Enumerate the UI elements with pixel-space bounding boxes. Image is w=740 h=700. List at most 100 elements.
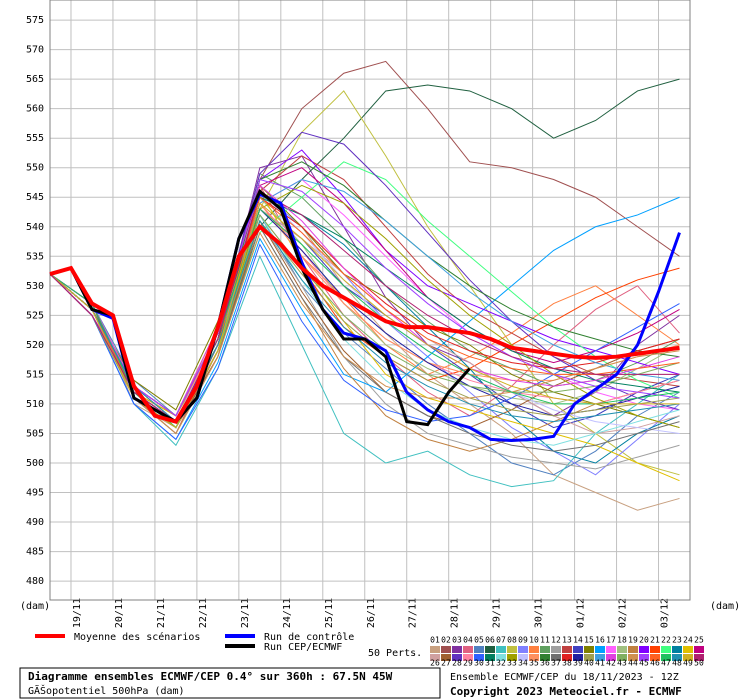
member-label: 12 (551, 636, 561, 645)
y-tick-label: 515 (26, 369, 44, 380)
member-swatch (430, 654, 440, 661)
member-label: 35 (529, 659, 539, 668)
member-label: 27 (441, 659, 451, 668)
perturbation-line (49, 219, 680, 423)
member-label: 46 (650, 659, 660, 668)
legend-label: Moyenne des scénarios (74, 631, 200, 643)
member-label: 06 (485, 636, 495, 645)
y-unit-left: (dam) (20, 601, 50, 612)
member-swatch (573, 646, 583, 653)
x-tick-label: 28/11 (450, 598, 461, 628)
copyright: Copyright 2023 Meteociel.fr - ECMWF (450, 685, 682, 698)
x-tick-label: 19/11 (72, 598, 83, 628)
member-swatch (529, 654, 539, 661)
member-label: 05 (474, 636, 484, 645)
member-swatch (485, 646, 495, 653)
y-tick-label: 565 (26, 74, 44, 85)
member-label: 41 (595, 659, 605, 668)
member-label: 16 (595, 636, 605, 645)
member-swatch (518, 654, 528, 661)
member-swatch (606, 646, 616, 653)
x-tick-label: 24/11 (282, 598, 293, 628)
member-label: 37 (551, 659, 561, 668)
member-label: 14 (573, 636, 583, 645)
y-tick-label: 480 (26, 576, 44, 587)
member-label: 33 (507, 659, 517, 668)
member-label: 19 (628, 636, 638, 645)
member-label: 04 (463, 636, 473, 645)
member-label: 34 (518, 659, 528, 668)
member-swatch (628, 646, 638, 653)
member-label: 23 (672, 636, 682, 645)
member-swatch (518, 646, 528, 653)
member-label: 18 (617, 636, 627, 645)
y-tick-label: 545 (26, 192, 44, 203)
run-info: Ensemble ECMWF/CEP du 18/11/2023 - 12Z (450, 672, 679, 683)
member-label: 45 (639, 659, 649, 668)
member-label: 32 (496, 659, 506, 668)
member-label: 10 (529, 636, 539, 645)
y-tick-label: 555 (26, 133, 44, 144)
x-tick-label: 25/11 (324, 598, 335, 628)
y-tick-label: 495 (26, 488, 44, 499)
member-swatch (551, 646, 561, 653)
y-tick-label: 535 (26, 251, 44, 262)
member-label: 31 (485, 659, 495, 668)
member-swatch (606, 654, 616, 661)
x-tick-label: 26/11 (366, 598, 377, 628)
y-tick-label: 500 (26, 458, 44, 469)
member-label: 09 (518, 636, 528, 645)
member-swatch (507, 646, 517, 653)
legend-label: Run CEP/ECMWF (264, 642, 342, 653)
member-label: 25 (694, 636, 704, 645)
member-swatch (672, 654, 682, 661)
member-label: 44 (628, 659, 638, 668)
legend-label: Run de contrôle (264, 631, 354, 643)
member-swatch (595, 646, 605, 653)
perturbation-line (49, 178, 680, 417)
member-swatch (430, 646, 440, 653)
member-label: 39 (573, 659, 583, 668)
member-swatch (573, 654, 583, 661)
y-tick-label: 520 (26, 340, 44, 351)
member-swatch (463, 646, 473, 653)
member-swatch (694, 646, 704, 653)
member-swatch (507, 654, 517, 661)
y-tick-label: 570 (26, 45, 44, 56)
y-tick-label: 575 (26, 15, 44, 26)
member-label: 07 (496, 636, 506, 645)
member-label: 36 (540, 659, 550, 668)
member-swatch (485, 654, 495, 661)
perturbation-line (49, 190, 680, 423)
member-swatch (562, 654, 572, 661)
info-box (19, 667, 441, 699)
member-swatch (617, 646, 627, 653)
member-swatch (617, 654, 627, 661)
member-label: 49 (683, 659, 693, 668)
x-tick-label: 03/12 (660, 598, 671, 628)
member-swatch (441, 654, 451, 661)
member-swatch (584, 646, 594, 653)
member-swatch (551, 654, 561, 661)
y-tick-label: 550 (26, 163, 44, 174)
member-swatch (540, 654, 550, 661)
x-tick-label: 02/12 (618, 598, 629, 628)
members-label: 50 Perts. (368, 648, 422, 659)
member-label: 48 (672, 659, 682, 668)
member-label: 42 (606, 659, 616, 668)
member-swatch (562, 646, 572, 653)
member-label: 08 (507, 636, 517, 645)
member-swatch (595, 654, 605, 661)
y-tick-label: 540 (26, 222, 44, 233)
y-tick-label: 485 (26, 547, 44, 558)
member-label: 30 (474, 659, 484, 668)
member-swatch (452, 646, 462, 653)
x-tick-label: 21/11 (156, 598, 167, 628)
subtitle: GÃŠopotentiel 500hPa (dam) (28, 684, 185, 697)
member-swatch (474, 654, 484, 661)
member-swatch (496, 654, 506, 661)
y-tick-label: 560 (26, 104, 44, 115)
member-swatch (683, 646, 693, 653)
member-swatch (529, 646, 539, 653)
